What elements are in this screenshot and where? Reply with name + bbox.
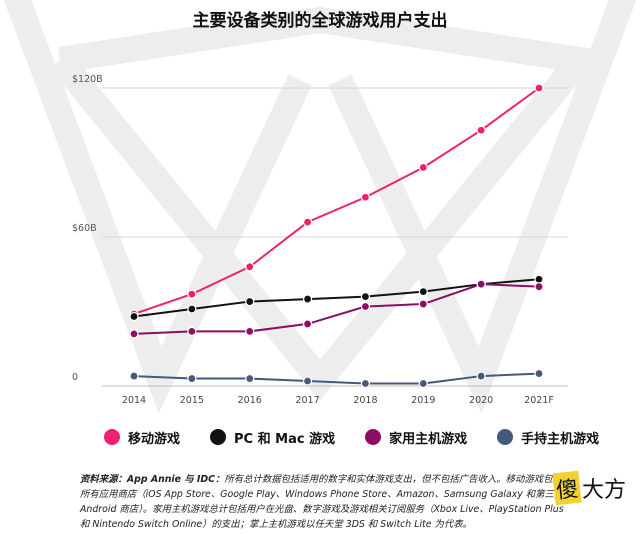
series-point-1-5 bbox=[418, 287, 428, 297]
series-point-2-6 bbox=[476, 279, 486, 289]
series-point-3-1 bbox=[187, 373, 197, 384]
legend-label: 移动游戏 bbox=[128, 431, 181, 447]
series-point-1-7 bbox=[534, 274, 544, 284]
legend-item-0: 移动游戏 bbox=[104, 428, 180, 447]
source-text: 所有总计数据包括适用的数字和实体游戏支出，但不包括广告收入。移动游戏包括所有应用… bbox=[80, 474, 564, 530]
series-point-0-2 bbox=[245, 262, 255, 272]
x-tick-label: 2021F bbox=[524, 395, 554, 406]
series-point-3-3 bbox=[302, 376, 313, 386]
legend-item-3: 手持主机游戏 bbox=[497, 428, 599, 447]
series-point-1-1 bbox=[187, 304, 197, 314]
series-point-3-2 bbox=[245, 373, 255, 384]
series-point-2-5 bbox=[418, 299, 428, 309]
series-lines bbox=[133, 87, 540, 385]
series-line-2 bbox=[133, 283, 540, 335]
legend-swatch bbox=[497, 429, 514, 445]
watermark-rest: 大方 bbox=[581, 478, 626, 503]
series-point-0-6 bbox=[476, 125, 486, 135]
series-point-0-5 bbox=[418, 162, 428, 173]
legend-item-2: 家用主机游戏 bbox=[365, 428, 467, 447]
y-tick-label: $60B bbox=[72, 223, 97, 234]
series-line-3 bbox=[133, 372, 540, 385]
series-point-0-1 bbox=[187, 289, 197, 299]
grid-lines bbox=[102, 87, 568, 387]
series-point-1-0 bbox=[129, 311, 139, 322]
series-point-2-3 bbox=[302, 319, 313, 329]
legend-item-1: PC 和 Mac 游戏 bbox=[210, 428, 335, 447]
y-tick-label: 0 bbox=[72, 372, 78, 383]
legend-swatch bbox=[104, 429, 120, 445]
x-tick-label: 2018 bbox=[353, 395, 377, 406]
series-points bbox=[129, 83, 544, 389]
x-tick-label: 2014 bbox=[122, 395, 146, 406]
series-point-2-4 bbox=[360, 301, 371, 312]
series-point-1-2 bbox=[245, 296, 255, 307]
series-point-3-6 bbox=[476, 371, 486, 381]
series-point-2-2 bbox=[245, 326, 255, 336]
legend-swatch bbox=[365, 429, 382, 445]
source-note: 资料来源：App Annie 与 IDC：所有总计数据包括适用的数字和实体游戏支… bbox=[80, 472, 568, 532]
x-tick-label: 2020 bbox=[469, 395, 493, 406]
x-tick-label: 2019 bbox=[411, 395, 435, 406]
legend-label: 家用主机游戏 bbox=[389, 431, 468, 447]
series-point-2-7 bbox=[534, 282, 544, 292]
watermark-logo: 傻大方 bbox=[552, 470, 626, 506]
y-tick-labels: 0 $60B $120B bbox=[72, 74, 103, 383]
x-tick-label: 2015 bbox=[180, 395, 204, 406]
x-tick-label: 2017 bbox=[295, 395, 319, 406]
series-point-3-0 bbox=[129, 371, 139, 381]
series-point-2-0 bbox=[129, 329, 139, 339]
series-point-0-4 bbox=[360, 192, 371, 202]
series-point-0-3 bbox=[302, 217, 313, 227]
x-tick-label: 2016 bbox=[238, 395, 262, 406]
series-point-3-5 bbox=[418, 378, 428, 389]
y-tick-label: $120B bbox=[72, 74, 103, 85]
series-point-1-4 bbox=[360, 292, 371, 302]
series-point-1-3 bbox=[302, 294, 313, 304]
source-label: 资料来源：App Annie 与 IDC： bbox=[80, 474, 225, 485]
watermark-highlight: 傻 bbox=[552, 470, 582, 506]
series-point-3-4 bbox=[360, 378, 371, 389]
series-point-2-1 bbox=[187, 326, 197, 336]
line-chart: 0$60B$120B 2014 2015 2016 2017 2018 2019 2020 2… bbox=[72, 74, 568, 406]
chart-title: 主要设备类别的全球游戏用户支出 bbox=[192, 11, 448, 31]
legend-label: 手持主机游戏 bbox=[521, 431, 600, 447]
chart-legend: 移动游戏 PC 和 Mac 游戏 家用主机游戏 手持主机游戏 bbox=[104, 426, 624, 448]
series-point-3-7 bbox=[534, 368, 544, 379]
series-line-1 bbox=[133, 278, 540, 318]
series-line-0 bbox=[133, 87, 540, 315]
legend-label: PC 和 Mac 游戏 bbox=[234, 431, 336, 447]
series-point-0-7 bbox=[534, 83, 544, 93]
legend-swatch bbox=[210, 429, 227, 445]
x-tick-labels: 2014 2015 2016 2017 2018 2019 2020 2021F bbox=[122, 395, 554, 406]
